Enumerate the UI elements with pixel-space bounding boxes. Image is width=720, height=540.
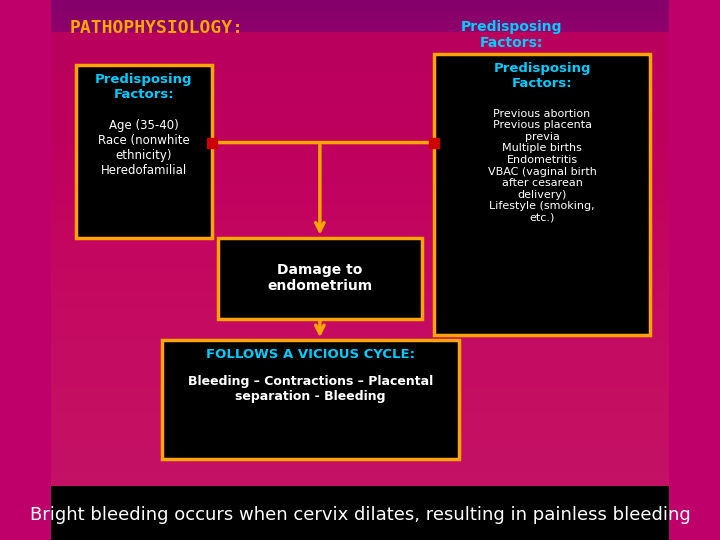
Text: Predisposing
Factors:: Predisposing Factors: xyxy=(493,62,591,90)
FancyBboxPatch shape xyxy=(51,32,669,508)
Text: FOLLOWS A VICIOUS CYCLE:: FOLLOWS A VICIOUS CYCLE: xyxy=(206,348,415,361)
Text: Previous abortion
Previous placenta
previa
Multiple births
Endometritis
VBAC (va: Previous abortion Previous placenta prev… xyxy=(487,109,597,223)
Text: Predisposing
Factors:: Predisposing Factors: xyxy=(461,20,562,50)
Text: Bleeding – Contractions – Placental
separation - Bleeding: Bleeding – Contractions – Placental sepa… xyxy=(188,375,433,403)
Text: Age (35-40)
Race (nonwhite
ethnicity)
Heredofamilial: Age (35-40) Race (nonwhite ethnicity) He… xyxy=(98,119,190,177)
Text: PATHOPHYSIOLOGY:: PATHOPHYSIOLOGY: xyxy=(70,19,244,37)
FancyBboxPatch shape xyxy=(76,65,212,238)
FancyBboxPatch shape xyxy=(51,486,669,540)
FancyBboxPatch shape xyxy=(434,54,650,335)
FancyBboxPatch shape xyxy=(163,340,459,459)
Text: Damage to
endometrium: Damage to endometrium xyxy=(267,263,372,293)
Text: Predisposing
Factors:: Predisposing Factors: xyxy=(95,73,193,101)
FancyBboxPatch shape xyxy=(218,238,422,319)
Text: Bright bleeding occurs when cervix dilates, resulting in painless bleeding: Bright bleeding occurs when cervix dilat… xyxy=(30,505,690,524)
